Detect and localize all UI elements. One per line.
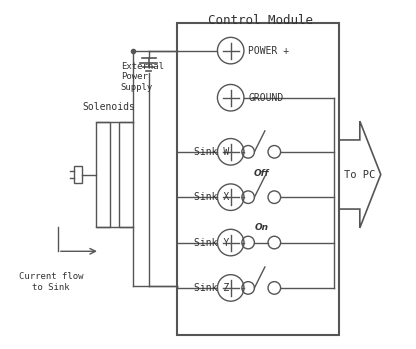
Text: Off: Off	[253, 169, 269, 178]
Text: External
Power
Supply: External Power Supply	[121, 62, 164, 92]
Text: Current flow
to Sink: Current flow to Sink	[19, 272, 83, 292]
Text: Sink X: Sink X	[194, 192, 229, 202]
Text: GROUND: GROUND	[248, 93, 283, 103]
Text: Control Module: Control Module	[208, 14, 313, 27]
Text: Sink Y: Sink Y	[194, 238, 229, 247]
Text: POWER +: POWER +	[248, 46, 289, 55]
Bar	[119, 122, 133, 227]
Bar	[97, 122, 110, 227]
Text: Solenoids: Solenoids	[82, 102, 135, 112]
Text: Sink W: Sink W	[194, 147, 229, 157]
Text: Sink Z: Sink Z	[194, 283, 229, 293]
Bar	[74, 166, 82, 183]
Text: To PC: To PC	[344, 170, 376, 179]
Text: On: On	[254, 223, 268, 232]
